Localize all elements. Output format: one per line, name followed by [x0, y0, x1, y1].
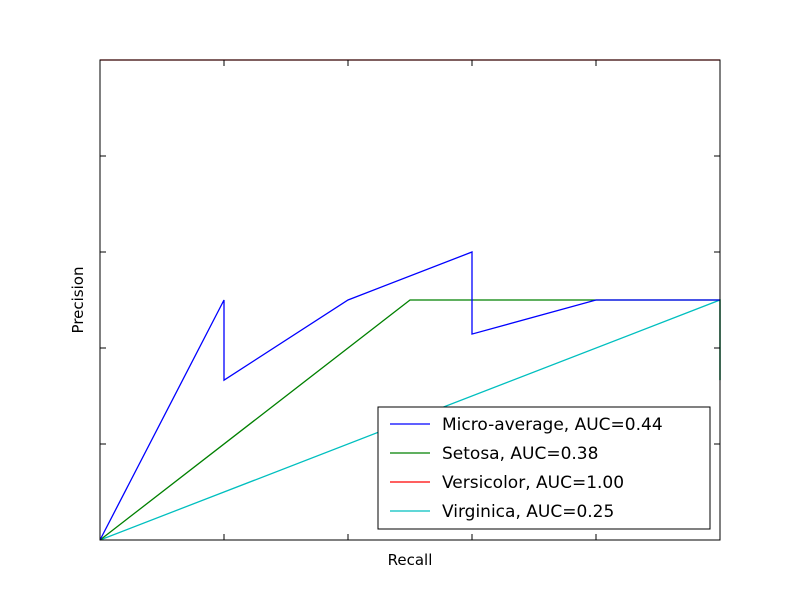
legend-box — [377, 406, 711, 530]
legend-label-0: Micro-average, AUC=0.44 — [442, 415, 663, 435]
legend-label-2: Versicolor, AUC=1.00 — [442, 473, 624, 493]
x-axis-label: Recall — [388, 551, 433, 569]
series-line-0 — [99, 251, 720, 541]
legend-label-3: Virginica, AUC=0.25 — [442, 502, 614, 522]
y-axis-label: Precision — [69, 267, 87, 334]
legend-label-1: Setosa, AUC=0.38 — [442, 444, 598, 464]
legend: Micro-average, AUC=0.44 Setosa, AUC=0.38 V… — [377, 406, 711, 530]
plot-frame — [99, 59, 721, 541]
